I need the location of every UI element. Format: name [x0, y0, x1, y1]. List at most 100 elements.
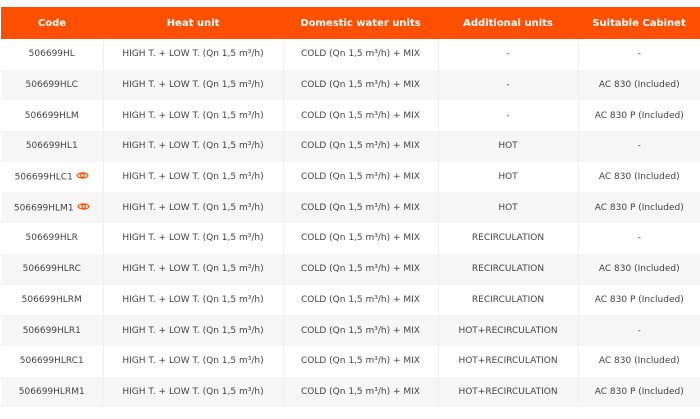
- domestic-water-cell-text: COLD (Qn 1,5 m³/h) + MIX: [301, 294, 420, 305]
- heat-unit-cell: HIGH T. + LOW T. (Qn 1,5 m³/h): [103, 223, 284, 254]
- eye-icon[interactable]: [76, 202, 90, 214]
- cabinet-cell: AC 830 P (Included): [578, 100, 700, 131]
- domestic-water-cell: COLD (Qn 1,5 m³/h) + MIX: [283, 161, 439, 193]
- additional-units-cell-text: -: [506, 80, 510, 91]
- code-cell-text: 506699HL1: [25, 141, 78, 152]
- cabinet-cell-text: AC 830 P (Included): [594, 110, 684, 121]
- header-row: Code Heat unit Domestic water units Addi…: [1, 7, 700, 39]
- table-row: 506699HLRM HIGH T. + LOW T. (Qn 1,5 m³/h)…: [1, 284, 700, 316]
- domestic-water-cell-text: COLD (Qn 1,5 m³/h) + MIX: [301, 356, 420, 367]
- code-cell: 506699HLRC1: [1, 345, 104, 377]
- cabinet-cell: AC 830 (Included): [578, 162, 700, 193]
- domestic-water-cell-text: COLD (Qn 1,5 m³/h) + MIX: [301, 80, 420, 91]
- additional-units-cell: HOT+RECIRCULATION: [438, 315, 579, 346]
- cabinet-cell: AC 830 (Included): [578, 69, 700, 101]
- domestic-water-cell-text: COLD (Qn 1,5 m³/h) + MIX: [301, 141, 420, 152]
- additional-units-cell: HOT: [438, 192, 579, 224]
- domestic-water-cell-text: COLD (Qn 1,5 m³/h) + MIX: [301, 386, 420, 397]
- domestic-water-cell-text: COLD (Qn 1,5 m³/h) + MIX: [301, 264, 420, 275]
- cabinet-cell-text: AC 830 (Included): [598, 356, 680, 367]
- domestic-water-cell-text: COLD (Qn 1,5 m³/h) + MIX: [301, 172, 420, 183]
- additional-units-cell: HOT+RECIRCULATION: [438, 376, 579, 408]
- heat-unit-cell-text: HIGH T. + LOW T. (Qn 1,5 m³/h): [122, 49, 264, 60]
- additional-units-cell-text: HOT: [498, 141, 518, 152]
- heat-unit-cell-text: HIGH T. + LOW T. (Qn 1,5 m³/h): [122, 386, 264, 397]
- cabinet-cell: -: [578, 315, 700, 346]
- cabinet-cell-text: AC 830 P (Included): [594, 386, 684, 397]
- domestic-water-cell: COLD (Qn 1,5 m³/h) + MIX: [283, 315, 439, 346]
- header-additional-units: Additional units: [438, 7, 578, 39]
- code-cell-text: 506699HLRM: [21, 294, 82, 305]
- heat-unit-cell: HIGH T. + LOW T. (Qn 1,5 m³/h): [103, 39, 284, 70]
- header-heat-unit: Heat unit: [103, 7, 283, 39]
- domestic-water-cell: COLD (Qn 1,5 m³/h) + MIX: [283, 376, 439, 408]
- additional-units-cell-text: HOT: [498, 172, 518, 183]
- heat-unit-cell-text: HIGH T. + LOW T. (Qn 1,5 m³/h): [122, 202, 264, 213]
- code-cell: 506699HLM1: [1, 192, 104, 224]
- code-cell: 506699HLR1: [1, 315, 104, 346]
- cabinet-cell-text: -: [637, 141, 641, 152]
- additional-units-cell-text: -: [506, 49, 510, 60]
- product-table: Code Heat unit Domestic water units Addi…: [1, 7, 700, 408]
- heat-unit-cell-text: HIGH T. + LOW T. (Qn 1,5 m³/h): [122, 80, 264, 91]
- domestic-water-cell: COLD (Qn 1,5 m³/h) + MIX: [283, 345, 439, 377]
- table-row: 506699HLC HIGH T. + LOW T. (Qn 1,5 m³/h) C…: [1, 69, 700, 101]
- additional-units-cell-text: HOT+RECIRCULATION: [458, 356, 558, 367]
- heat-unit-cell-text: HIGH T. + LOW T. (Qn 1,5 m³/h): [122, 172, 264, 183]
- heat-unit-cell: HIGH T. + LOW T. (Qn 1,5 m³/h): [103, 69, 284, 101]
- additional-units-cell: RECIRCULATION: [438, 253, 579, 285]
- domestic-water-cell: COLD (Qn 1,5 m³/h) + MIX: [283, 223, 439, 254]
- code-cell: 506699HLC1: [1, 161, 104, 193]
- cabinet-cell-text: AC 830 (Included): [598, 172, 680, 183]
- code-cell: 506699HLRM: [1, 284, 104, 316]
- table-row: 506699HL1 HIGH T. + LOW T. (Qn 1,5 m³/h) C…: [1, 131, 700, 162]
- additional-units-cell-text: RECIRCULATION: [471, 233, 545, 244]
- heat-unit-cell: HIGH T. + LOW T. (Qn 1,5 m³/h): [103, 315, 284, 346]
- heat-unit-cell: HIGH T. + LOW T. (Qn 1,5 m³/h): [103, 345, 284, 377]
- additional-units-cell-text: HOT+RECIRCULATION: [458, 325, 558, 336]
- table-row: 506699HLM HIGH T. + LOW T. (Qn 1,5 m³/h) C…: [1, 100, 700, 132]
- additional-units-cell-text: -: [506, 110, 510, 121]
- domestic-water-cell: COLD (Qn 1,5 m³/h) + MIX: [283, 69, 439, 101]
- cabinet-cell-text: AC 830 P (Included): [594, 294, 684, 305]
- header-suitable-cabinet: Suitable Cabinet: [578, 7, 700, 39]
- additional-units-cell: HOT: [438, 131, 579, 162]
- additional-units-cell: -: [438, 69, 579, 101]
- domestic-water-cell-text: COLD (Qn 1,5 m³/h) + MIX: [301, 110, 420, 121]
- code-cell: 506699HLRC: [1, 253, 104, 285]
- heat-unit-cell-text: HIGH T. + LOW T. (Qn 1,5 m³/h): [122, 325, 264, 336]
- code-cell-text: 506699HLRC: [22, 264, 81, 275]
- domestic-water-cell-text: COLD (Qn 1,5 m³/h) + MIX: [301, 325, 420, 336]
- heat-unit-cell-text: HIGH T. + LOW T. (Qn 1,5 m³/h): [122, 233, 264, 244]
- code-cell-text: 506699HLRM1: [18, 386, 85, 397]
- heat-unit-cell: HIGH T. + LOW T. (Qn 1,5 m³/h): [103, 131, 284, 162]
- cabinet-cell: -: [578, 223, 700, 254]
- code-cell: 506699HL1: [1, 131, 104, 162]
- additional-units-cell: RECIRCULATION: [438, 223, 579, 254]
- heat-unit-cell-text: HIGH T. + LOW T. (Qn 1,5 m³/h): [122, 264, 264, 275]
- eye-icon[interactable]: [76, 171, 89, 183]
- header-domestic-water: Domestic water units: [283, 7, 438, 39]
- additional-units-cell: -: [438, 39, 579, 70]
- code-cell-text: 506699HLM1: [13, 203, 74, 214]
- heat-unit-cell: HIGH T. + LOW T. (Qn 1,5 m³/h): [103, 376, 284, 408]
- domestic-water-cell: COLD (Qn 1,5 m³/h) + MIX: [283, 100, 439, 132]
- heat-unit-cell: HIGH T. + LOW T. (Qn 1,5 m³/h): [103, 100, 284, 132]
- table-row: 506699HLRM1 HIGH T. + LOW T. (Qn 1,5 m³/h…: [1, 376, 700, 408]
- additional-units-cell: RECIRCULATION: [438, 284, 579, 316]
- cabinet-cell-text: AC 830 P (Included): [594, 202, 684, 213]
- code-cell: 506699HLM: [1, 100, 104, 132]
- heat-unit-cell: HIGH T. + LOW T. (Qn 1,5 m³/h): [103, 192, 284, 224]
- table-row: 506699HL HIGH T. + LOW T. (Qn 1,5 m³/h) CO…: [1, 39, 700, 70]
- table-row: 506699HLRC1 HIGH T. + LOW T. (Qn 1,5 m³/h…: [1, 345, 700, 377]
- heat-unit-cell: HIGH T. + LOW T. (Qn 1,5 m³/h): [103, 284, 284, 316]
- cabinet-cell-text: AC 830 (Included): [598, 80, 680, 91]
- cabinet-cell: AC 830 P (Included): [578, 285, 700, 316]
- heat-unit-cell-text: HIGH T. + LOW T. (Qn 1,5 m³/h): [122, 356, 264, 367]
- domestic-water-cell-text: COLD (Qn 1,5 m³/h) + MIX: [301, 202, 420, 213]
- code-cell-text: 506699HLC1: [14, 172, 73, 183]
- domestic-water-cell: COLD (Qn 1,5 m³/h) + MIX: [283, 192, 439, 224]
- cabinet-cell: AC 830 (Included): [578, 346, 700, 377]
- domestic-water-cell: COLD (Qn 1,5 m³/h) + MIX: [283, 284, 439, 316]
- cabinet-cell: AC 830 P (Included): [578, 376, 700, 408]
